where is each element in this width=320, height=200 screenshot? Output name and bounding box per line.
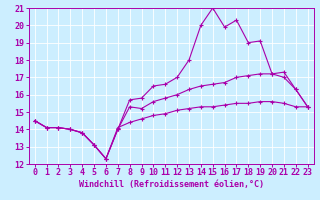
X-axis label: Windchill (Refroidissement éolien,°C): Windchill (Refroidissement éolien,°C): [79, 180, 264, 189]
